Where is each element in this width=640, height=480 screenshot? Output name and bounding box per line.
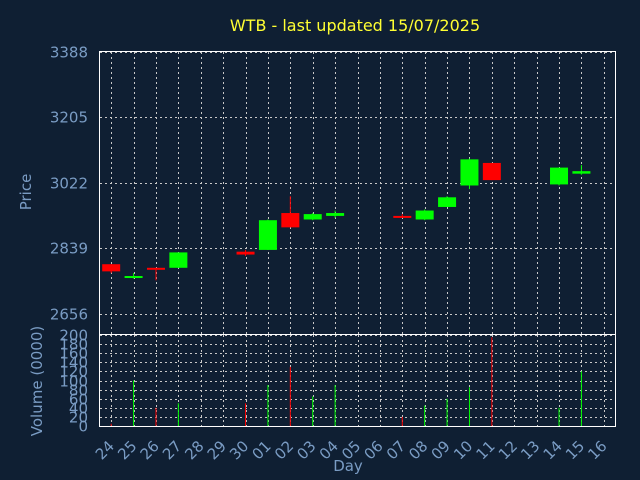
volume-tick-label: 200 bbox=[59, 327, 88, 345]
candle-body bbox=[572, 171, 591, 174]
chart-title: WTB - last updated 15/07/2025 bbox=[230, 16, 480, 35]
candle-body bbox=[460, 159, 479, 186]
grid-lines bbox=[100, 52, 615, 427]
price-panel-frame bbox=[99, 51, 616, 335]
price-tick-label: 3022 bbox=[50, 175, 88, 193]
price-tick-labels: 2656 2839 3022 3205 3388 bbox=[50, 44, 88, 324]
candle-body bbox=[169, 252, 188, 268]
volume-axis-label: Volume (0000) bbox=[28, 326, 46, 436]
volume-panel-frame bbox=[99, 334, 616, 427]
candle-body bbox=[102, 264, 121, 272]
candle-body bbox=[482, 162, 501, 181]
candle-body bbox=[326, 213, 345, 216]
volume-tick-label: 80 bbox=[69, 382, 88, 400]
candle-body bbox=[393, 215, 412, 218]
candle-body bbox=[258, 220, 277, 250]
volume-tick-label: 100 bbox=[59, 373, 88, 391]
volume-tick-label: 120 bbox=[59, 363, 88, 381]
day-tick-label: 16 bbox=[584, 437, 610, 463]
price-tick-label: 3388 bbox=[50, 44, 88, 62]
candle-body bbox=[146, 267, 165, 270]
candle-body bbox=[550, 167, 569, 185]
volume-tick-label: 160 bbox=[59, 345, 88, 363]
volume-tick-label: 60 bbox=[69, 391, 88, 409]
candle-body bbox=[281, 213, 300, 228]
volume-bars bbox=[110, 337, 582, 426]
candle-body bbox=[303, 214, 322, 220]
volume-tick-label: 40 bbox=[69, 400, 88, 418]
day-tick-labels: 2425262728293001020304050607080910111213… bbox=[92, 437, 611, 463]
price-tick-label: 2656 bbox=[50, 306, 88, 324]
volume-tick-label: 0 bbox=[78, 418, 88, 436]
candle-body bbox=[438, 197, 457, 207]
candle-body bbox=[415, 210, 434, 220]
volume-tick-label: 20 bbox=[69, 409, 88, 427]
candles bbox=[102, 158, 591, 281]
volume-tick-label: 180 bbox=[59, 336, 88, 354]
volume-tick-label: 140 bbox=[59, 354, 88, 372]
x-axis-label: Day bbox=[333, 457, 363, 475]
price-tick-label: 3205 bbox=[50, 109, 88, 127]
candle-body bbox=[236, 251, 255, 255]
price-axis-label: Price bbox=[17, 174, 35, 211]
price-tick-label: 2839 bbox=[50, 240, 88, 258]
candle-body bbox=[124, 276, 143, 279]
